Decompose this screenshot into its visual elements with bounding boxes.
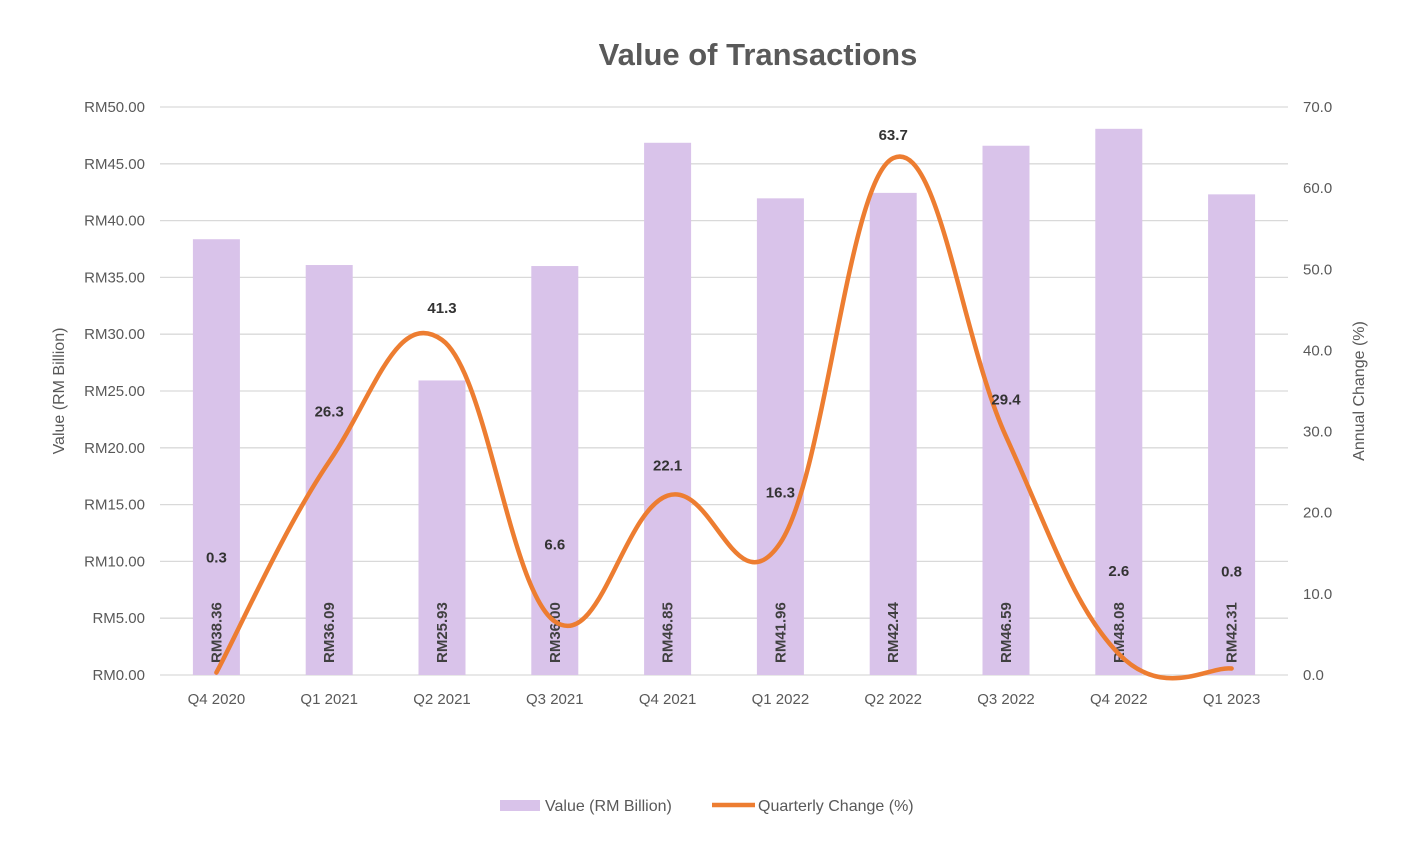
x-tick-label: Q1 2023 [1203,691,1261,708]
x-tick-label: Q2 2021 [413,691,471,708]
chart-title: Value of Transactions [599,37,918,72]
x-tick-label: Q3 2022 [977,691,1035,708]
y2-tick-label: 50.0 [1303,261,1332,278]
line-data-label: 6.6 [544,536,565,553]
bar [192,239,240,675]
y-tick-label: RM50.00 [84,99,145,116]
line-data-label: 22.1 [653,458,682,475]
line-data-label: 41.3 [427,300,456,317]
bar-data-label: RM25.93 [434,602,451,663]
line-quarterly-change [214,154,1234,681]
y-tick-label: RM40.00 [84,213,145,230]
bar-data-label: RM42.44 [885,601,902,663]
legend-swatch-bar [500,800,540,811]
y-tick-label: RM20.00 [84,440,145,457]
bar [1095,128,1143,675]
line-data-label: 16.3 [766,485,795,502]
y2-tick-label: 70.0 [1303,99,1332,116]
x-tick-label: Q3 2021 [526,691,584,708]
y-tick-label: RM25.00 [84,383,145,400]
y2-tick-label: 10.0 [1303,586,1332,603]
x-tick-label: Q1 2022 [752,691,810,708]
y2-tick-label: 20.0 [1303,505,1332,522]
y2-tick-label: 40.0 [1303,342,1332,359]
y2-tick-label: 0.0 [1303,667,1324,684]
bar-data-label: RM41.96 [772,602,789,663]
x-tick-label: Q4 2021 [639,691,697,708]
bar [756,198,804,675]
bar [418,380,466,675]
y2-tick-label: 60.0 [1303,180,1332,197]
y-tick-label: RM45.00 [84,156,145,173]
legend-label-bar: Value (RM Billion) [545,798,672,815]
bar-data-label: RM42.31 [1224,602,1241,663]
y-tick-label: RM15.00 [84,497,145,514]
bar [644,142,692,675]
y2-tick-label: 30.0 [1303,424,1332,441]
x-tick-label: Q4 2022 [1090,691,1148,708]
y-tick-label: RM30.00 [84,326,145,343]
line-data-label: 29.4 [991,391,1021,408]
legend: Value (RM Billion) Quarterly Change (%) [500,798,914,815]
bar-data-label: RM46.59 [998,602,1015,663]
bar-data-label: RM36.00 [547,602,564,663]
y-axis-title: Value (RM Billion) [51,328,68,455]
bar [305,265,353,675]
bar-data-label: RM36.09 [321,602,338,663]
y2-axis-title: Annual Change (%) [1351,321,1368,461]
bar-data-label: RM38.36 [208,602,225,663]
y-tick-label: RM0.00 [92,667,145,684]
line-data-label: 26.3 [315,404,344,421]
x-tick-label: Q2 2022 [864,691,922,708]
y-tick-label: RM35.00 [84,269,145,286]
bar [1208,194,1256,675]
line-data-label: 2.6 [1108,563,1129,580]
bar [869,192,917,676]
x-tick-label: Q4 2020 [188,691,246,708]
x-tick-label: Q1 2021 [300,691,358,708]
legend-label-line: Quarterly Change (%) [758,798,914,815]
y-tick-label: RM10.00 [84,553,145,570]
line-data-label: 0.8 [1221,564,1242,581]
y-tick-label: RM5.00 [92,610,145,627]
bar [982,145,1030,675]
bar [531,266,579,675]
bar-data-label: RM46.85 [660,602,677,663]
line-data-label: 63.7 [879,127,908,144]
line-data-label: 0.3 [206,550,227,567]
